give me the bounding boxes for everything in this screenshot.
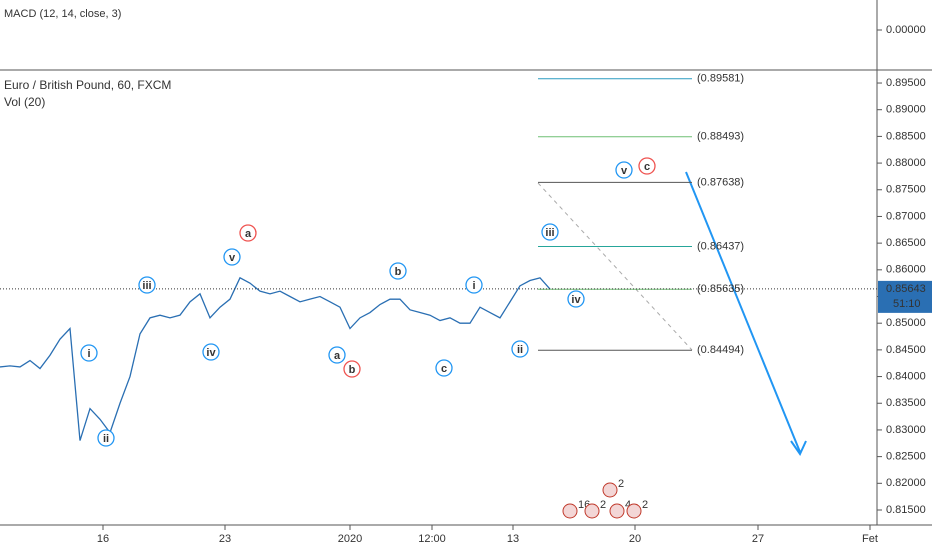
wave-label-circle xyxy=(239,224,257,242)
y-tick-label: 0.83500 xyxy=(886,397,926,409)
wave-label-circle xyxy=(138,276,156,294)
wave-label-circle xyxy=(615,161,633,179)
wave-label: v xyxy=(621,165,628,177)
event-icon xyxy=(609,503,625,519)
y-tick-label: 0.85000 xyxy=(886,317,926,329)
fib-level-label: (0.84494) xyxy=(697,344,744,356)
wave-label: a xyxy=(334,350,341,362)
x-tick-label: 2020 xyxy=(338,533,362,545)
event-icon xyxy=(584,503,600,519)
wave-label-circle xyxy=(80,344,98,362)
x-tick-label: 13 xyxy=(507,533,519,545)
wave-label: b xyxy=(349,364,356,376)
y-tick-label: 0.82000 xyxy=(886,477,926,489)
wave-label: iv xyxy=(206,347,216,359)
wave-label-circle xyxy=(202,343,220,361)
wave-label: a xyxy=(245,228,252,240)
y-tick-label: 0.83000 xyxy=(886,424,926,436)
wave-label: v xyxy=(229,252,236,264)
countdown-label: 51:10 xyxy=(893,298,921,310)
macd-label: MACD (12, 14, close, 3) xyxy=(4,8,121,20)
volume-label: Vol (20) xyxy=(4,95,45,109)
y-tick-label: 0.87000 xyxy=(886,210,926,222)
wave-label: b xyxy=(395,266,402,278)
wave-label: i xyxy=(472,280,475,292)
wave-label: iii xyxy=(545,227,554,239)
macd-tick-label: 0.00000 xyxy=(886,24,926,36)
wave-label: ii xyxy=(517,344,523,356)
last-price-box xyxy=(878,280,932,313)
wave-label: iv xyxy=(571,294,581,306)
wave-label: ii xyxy=(103,433,109,445)
fib-level-label: (0.89581) xyxy=(697,73,744,85)
y-tick-label: 0.86500 xyxy=(886,237,926,249)
arrow-head xyxy=(790,440,807,457)
event-count: 2 xyxy=(600,499,606,511)
y-tick-label: 0.88500 xyxy=(886,130,926,142)
price-line xyxy=(0,276,551,441)
event-count: 4 xyxy=(625,499,631,511)
x-tick-label: 12:00 xyxy=(418,533,446,545)
x-tick-label: Fet xyxy=(862,533,878,545)
event-icon xyxy=(602,482,618,498)
y-tick-label: 0.82500 xyxy=(886,451,926,463)
x-tick-label: 27 xyxy=(752,533,764,545)
wave-label-circle xyxy=(435,359,453,377)
wave-label-circle xyxy=(328,346,346,364)
wave-label-circle xyxy=(638,157,656,175)
y-tick-label: 0.81500 xyxy=(886,504,926,516)
wave-label-circle xyxy=(465,276,483,294)
y-tick-label: 0.89000 xyxy=(886,104,926,116)
fib-level-label: (0.87638) xyxy=(697,176,744,188)
y-tick-label: 0.84500 xyxy=(886,344,926,356)
wave-label: c xyxy=(441,363,447,375)
wave-label-circle xyxy=(567,290,585,308)
y-tick-label: 0.88000 xyxy=(886,157,926,169)
fib-level-label: (0.88493) xyxy=(697,131,744,143)
wave-label: iii xyxy=(142,280,151,292)
y-tick-label: 0.86000 xyxy=(886,264,926,276)
fib-level-label: (0.86437) xyxy=(697,240,744,252)
last-price-label: 0.85643 xyxy=(886,283,926,295)
event-count: 2 xyxy=(618,478,624,490)
chart-title: Euro / British Pound, 60, FXCM xyxy=(4,78,171,92)
wave-label: i xyxy=(87,348,90,360)
projection-arrow xyxy=(685,171,807,457)
wave-label-circle xyxy=(223,248,241,266)
wave-label-circle xyxy=(97,429,115,447)
event-count: 2 xyxy=(642,499,648,511)
wave-label: c xyxy=(644,161,650,173)
x-tick-label: 16 xyxy=(97,533,109,545)
y-tick-label: 0.89500 xyxy=(886,77,926,89)
wave-label-circle xyxy=(511,340,529,358)
event-icon xyxy=(626,503,642,519)
wave-label-circle xyxy=(343,360,361,378)
y-tick-label: 0.87500 xyxy=(886,184,926,196)
wave-label-circle xyxy=(389,262,407,280)
x-tick-label: 20 xyxy=(629,533,641,545)
wave-label-circle xyxy=(541,223,559,241)
event-icon xyxy=(562,503,578,519)
arrow-shaft xyxy=(685,171,801,453)
fib-trend-line xyxy=(537,182,693,351)
x-tick-label: 23 xyxy=(219,533,231,545)
y-tick-label: 0.84000 xyxy=(886,370,926,382)
